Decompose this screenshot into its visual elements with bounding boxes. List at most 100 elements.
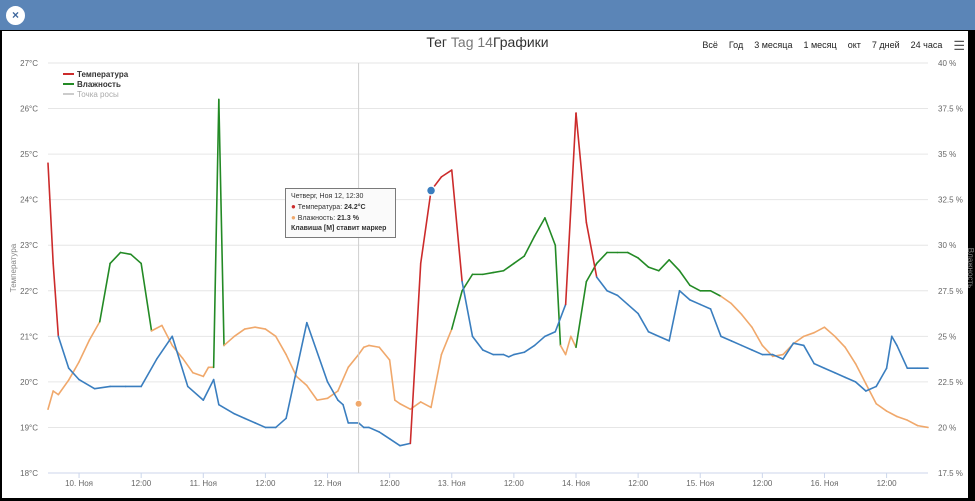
humidity-segment — [388, 359, 396, 401]
humidity-segment — [813, 326, 826, 334]
range-3-months[interactable]: 3 месяца — [754, 40, 793, 50]
temperature-segment — [606, 289, 619, 297]
humidity-segment — [595, 251, 608, 265]
humidity-segment — [52, 390, 60, 396]
range-1-month[interactable]: 1 месяц — [803, 40, 837, 50]
humidity-segment — [885, 410, 898, 418]
temperature-segment — [616, 294, 629, 306]
temperature-segment — [243, 417, 256, 424]
humidity-segment — [161, 324, 174, 347]
temperature-segment — [585, 221, 598, 278]
temperature-segment — [218, 403, 236, 415]
series-lines — [47, 98, 929, 447]
temperature-segment — [875, 367, 888, 388]
y-left-tick: 18°C — [20, 469, 38, 478]
range-selector: Всё Год 3 месяца 1 месяц окт 7 дней 24 ч… — [702, 37, 965, 53]
temperature-segment — [285, 321, 308, 420]
x-tick-label: 14. Ноя — [562, 479, 590, 488]
x-tick-label: 16. Ноя — [811, 479, 839, 488]
humidity-segment — [368, 344, 381, 349]
range-7-days[interactable]: 7 дней — [871, 40, 900, 50]
x-tick-label: 11. Ноя — [190, 479, 217, 488]
temperature-segment — [637, 312, 650, 333]
humidity-segment — [637, 257, 650, 268]
humidity-segment — [844, 346, 857, 365]
y-right-tick: 40 % — [938, 59, 956, 68]
title-name: Tag 14 — [450, 34, 493, 50]
range-all[interactable]: Всё — [702, 40, 718, 50]
legend-humidity[interactable]: Влажность — [77, 80, 121, 89]
humidity-segment — [119, 251, 132, 256]
temperature-segment — [202, 378, 215, 401]
humidity-segment — [57, 379, 70, 396]
temperature-segment — [450, 169, 463, 283]
x-tick-label: 13. Ноя — [438, 479, 466, 488]
temperature-segment — [668, 289, 681, 342]
temperature-segment — [896, 344, 909, 370]
temperature-segment — [357, 422, 365, 429]
temperature-segment — [699, 303, 712, 310]
legend[interactable]: Температура Влажность Точка росы — [63, 70, 129, 99]
temperature-segment — [890, 335, 898, 347]
y-left-title: Температура — [9, 243, 18, 292]
temperature-segment — [67, 367, 80, 381]
range-year[interactable]: Год — [728, 40, 744, 50]
humidity-segment — [130, 253, 142, 265]
humidity-segment — [440, 328, 453, 356]
humidity-segment — [67, 361, 80, 381]
tooltip-temp-label: Температура: — [297, 204, 343, 211]
temperature-segment — [647, 330, 660, 338]
legend-dew[interactable]: Точка росы — [77, 90, 119, 99]
tooltip-hint: Клавиша [M] ставит маркер — [291, 225, 387, 232]
hamburger-icon[interactable]: ☰ — [953, 37, 965, 53]
temperature-segment — [564, 112, 577, 306]
humidity-segment — [626, 251, 639, 259]
humidity-segment — [513, 255, 526, 265]
title-bar: × — [0, 0, 975, 30]
humidity-marker — [354, 399, 363, 408]
tooltip: Четверг, Ноя 12, 12:30 ● Температура: 24… — [285, 188, 396, 238]
x-tick-label: 12:00 — [752, 479, 773, 488]
temperature-segment — [575, 112, 588, 224]
y-right-tick: 22.5 % — [938, 378, 963, 387]
range-oct[interactable]: окт — [847, 40, 861, 50]
humidity-segment — [896, 415, 909, 421]
humidity-segment — [223, 335, 236, 347]
y-left-tick: 22°C — [20, 287, 38, 296]
temperature-segment — [782, 342, 795, 360]
humidity-segment — [450, 289, 463, 330]
temperature-segment — [337, 399, 344, 406]
humidity-segment — [570, 335, 577, 349]
humidity-segment — [533, 217, 546, 237]
humidity-segment — [502, 262, 515, 272]
temperature-segment — [482, 349, 494, 356]
temperature-segment — [171, 335, 189, 388]
humidity-segment — [218, 98, 225, 347]
temperature-segment — [186, 385, 205, 401]
humidity-segment — [906, 419, 919, 427]
title-suffix: Графики — [492, 34, 549, 50]
temperature-segment — [678, 289, 691, 301]
humidity-segment — [802, 331, 815, 338]
temperature-segment — [502, 353, 510, 358]
legend-temperature[interactable]: Температура — [77, 70, 129, 79]
temperature-segment — [233, 412, 246, 420]
temperature-segment — [254, 422, 267, 429]
humidity-segment — [419, 401, 432, 409]
temperature-segment — [78, 378, 96, 390]
x-tick-label: 12. Ноя — [314, 479, 342, 488]
close-button[interactable]: × — [6, 6, 25, 25]
humidity-segment — [544, 217, 557, 247]
x-tick-label: 15. Ноя — [686, 479, 714, 488]
humidity-segment — [430, 353, 443, 409]
temperature-segment — [720, 335, 733, 342]
humidity-segment — [243, 326, 256, 330]
x-tick-label: 10. Ноя — [65, 479, 93, 488]
temperature-segment — [93, 385, 111, 390]
humidity-segment — [285, 353, 298, 378]
y-right-tick: 27.5 % — [938, 287, 963, 296]
humidity-segment — [233, 328, 246, 338]
y-left-tick: 21°C — [20, 332, 38, 341]
range-24-hours[interactable]: 24 часа — [910, 40, 943, 50]
y-right-tick: 20 % — [938, 423, 956, 432]
